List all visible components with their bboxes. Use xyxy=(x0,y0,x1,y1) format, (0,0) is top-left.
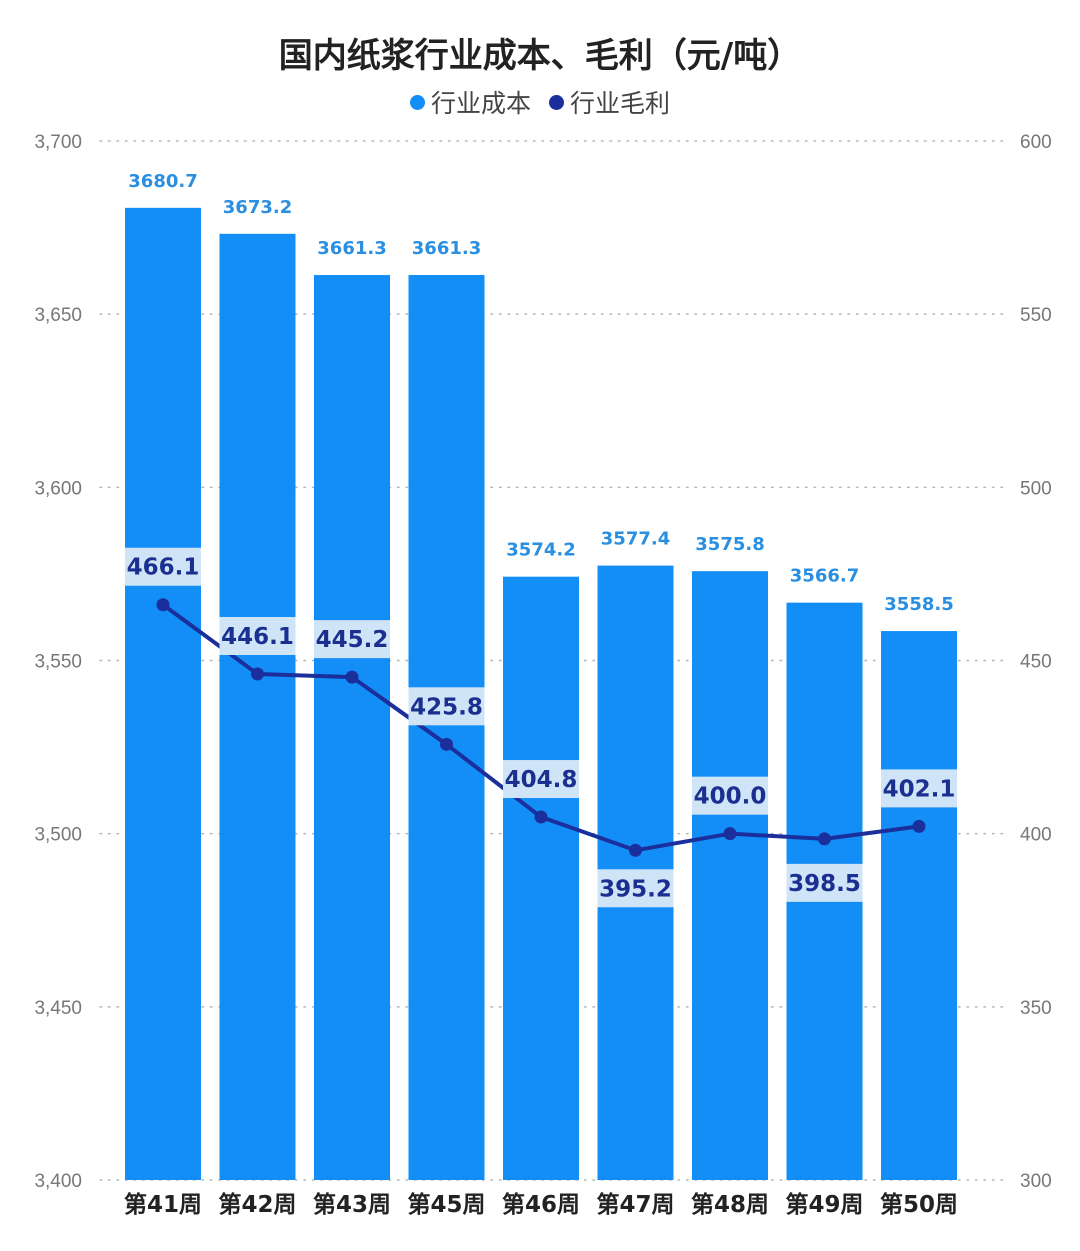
bar-value-label: 3566.7 xyxy=(790,566,859,587)
margin-point xyxy=(534,810,548,824)
left-axis-tick-label: 3,700 xyxy=(34,132,82,153)
margin-value-label: 400.0 xyxy=(694,784,767,810)
bar-value-label: 3661.3 xyxy=(412,238,481,259)
x-axis-category-label: 第43周 xyxy=(313,1191,391,1218)
left-axis-tick-label: 3,450 xyxy=(34,998,82,1019)
margin-label-box xyxy=(125,547,201,586)
left-axis-tick-label: 3,650 xyxy=(34,305,82,326)
bar-value-label: 3577.4 xyxy=(601,529,670,550)
x-axis-category-label: 第45周 xyxy=(407,1191,485,1218)
margin-label-box xyxy=(503,760,579,799)
x-axis-category-label: 第48周 xyxy=(691,1191,769,1218)
left-axis-tick-label: 3,550 xyxy=(34,652,82,673)
margin-label-box xyxy=(408,687,485,726)
margin-value-label: 466.1 xyxy=(127,555,200,581)
right-axis-tick-label: 350 xyxy=(1020,998,1052,1019)
margin-label-box xyxy=(597,869,674,908)
margin-value-label: 446.1 xyxy=(221,624,294,650)
x-axis-category-label: 第47周 xyxy=(596,1191,674,1218)
margin-point xyxy=(912,819,926,833)
left-axis-tick-label: 3,400 xyxy=(34,1171,82,1192)
right-axis-tick-label: 400 xyxy=(1020,825,1052,846)
margin-value-label: 425.8 xyxy=(410,694,483,720)
legend-marker-margin xyxy=(549,94,564,110)
margin-label-box xyxy=(219,617,296,656)
right-axis-tick-label: 300 xyxy=(1020,1171,1052,1192)
x-axis-category-label: 第50周 xyxy=(880,1191,958,1218)
margin-value-label: 395.2 xyxy=(599,876,672,902)
bar-cost xyxy=(219,233,296,1181)
right-axis-tick-label: 600 xyxy=(1020,132,1052,153)
x-axis-category-label: 第49周 xyxy=(785,1191,863,1218)
bar-value-label: 3680.7 xyxy=(128,171,197,192)
margin-label-box xyxy=(786,863,863,902)
bar-cost xyxy=(881,631,957,1180)
margin-point xyxy=(251,667,264,681)
legend-label-margin: 行业毛利 xyxy=(570,89,671,118)
bar-cost xyxy=(692,571,768,1180)
left-axis-tick-label: 3,600 xyxy=(34,478,82,499)
left-axis-tick-label: 3,500 xyxy=(34,825,82,846)
margin-point xyxy=(156,598,170,612)
bar-cost xyxy=(503,576,579,1180)
bar-value-label: 3661.3 xyxy=(317,238,386,259)
margin-point xyxy=(440,737,453,751)
margin-value-label: 404.8 xyxy=(505,767,578,793)
margin-label-box xyxy=(692,776,768,815)
bar-value-label: 3558.5 xyxy=(884,594,953,615)
bar-value-label: 3574.2 xyxy=(506,540,575,561)
margin-value-label: 398.5 xyxy=(788,871,861,897)
bar-value-label: 3673.2 xyxy=(223,197,292,218)
bar-cost xyxy=(125,207,201,1180)
margin-label-box xyxy=(314,620,390,659)
legend: 行业成本 行业毛利 xyxy=(0,84,1080,120)
margin-point xyxy=(629,843,642,857)
legend-item-cost: 行业成本 xyxy=(409,84,531,120)
legend-item-margin: 行业毛利 xyxy=(549,84,670,120)
right-axis-tick-label: 450 xyxy=(1020,652,1052,673)
bar-value-label: 3575.8 xyxy=(695,534,764,555)
legend-marker-cost xyxy=(409,94,425,110)
margin-value-label: 402.1 xyxy=(883,776,956,802)
margin-point xyxy=(723,827,737,841)
bar-cost xyxy=(314,275,390,1180)
x-axis-category-label: 第46周 xyxy=(502,1191,580,1218)
margin-point xyxy=(818,832,831,846)
x-axis-category-label: 第42周 xyxy=(218,1191,296,1218)
legend-label-cost: 行业成本 xyxy=(430,89,531,118)
margin-point xyxy=(345,670,359,684)
right-axis-tick-label: 550 xyxy=(1020,305,1052,326)
right-axis-tick-label: 500 xyxy=(1020,478,1052,499)
margin-value-label: 445.2 xyxy=(316,627,389,653)
x-axis-category-label: 第41周 xyxy=(124,1191,202,1218)
margin-label-box xyxy=(881,769,957,808)
chart-title: 国内纸浆行业成本、毛利（元/吨） xyxy=(278,36,802,76)
